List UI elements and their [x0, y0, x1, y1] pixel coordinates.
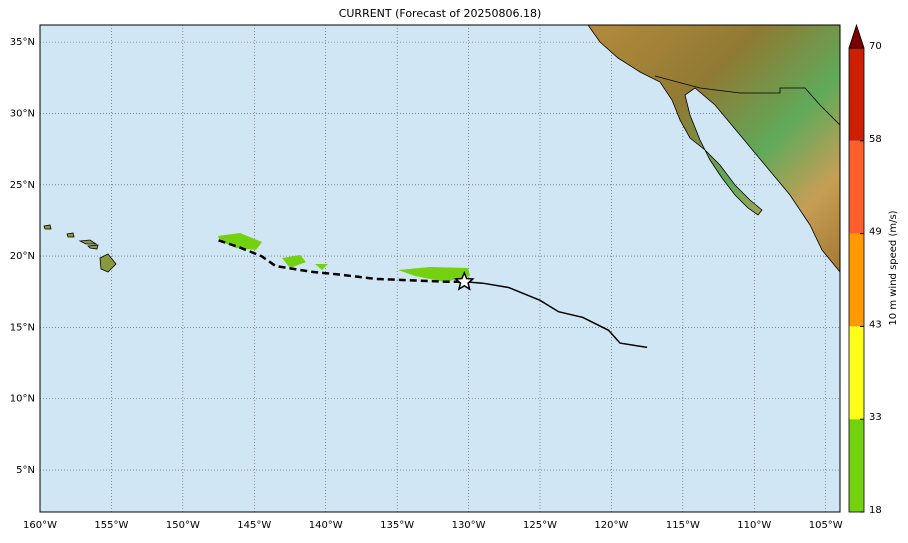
x-tick-label: 150°W [166, 520, 200, 531]
forecast-track [464, 281, 648, 349]
colorbar-frame [848, 47, 865, 513]
x-tick-label: 135°W [380, 520, 414, 531]
colorbar-segment [849, 48, 864, 141]
past-track [218, 239, 465, 284]
x-tick-label: 155°W [94, 520, 128, 531]
x-tick-label: 125°W [523, 520, 557, 531]
colorbar-tick-label: 49 [869, 227, 882, 238]
x-tick-label: 140°W [309, 520, 343, 531]
current-position [453, 270, 475, 291]
colorbar-tick-label: 18 [869, 505, 882, 516]
x-tick-label: 105°W [809, 520, 843, 531]
y-tick-label: 5°N [16, 465, 35, 476]
x-tick-label: 160°W [23, 520, 57, 531]
colorbar-extend [848, 23, 865, 49]
y-tick-label: 15°N [10, 322, 35, 333]
land-north-america [587, 25, 840, 273]
y-tick-label: 25°N [10, 180, 35, 191]
wind-swath [218, 233, 470, 282]
x-tick-label: 115°W [666, 520, 700, 531]
colorbar-segment [849, 419, 864, 512]
y-tick-label: 30°N [10, 108, 35, 119]
colorbar-segment [849, 233, 864, 327]
x-tick-label: 110°W [737, 520, 771, 531]
x-tick-label: 120°W [594, 520, 628, 531]
map-title: CURRENT (Forecast of 20250806.18) [339, 7, 542, 20]
colorbar-tick-label: 33 [869, 412, 882, 423]
map-frame [39, 24, 841, 513]
colorbar-label: 10 m wind speed (m/s) [888, 210, 899, 325]
colorbar-segment [849, 326, 864, 420]
y-tick-label: 20°N [10, 251, 35, 262]
x-tick-label: 130°W [452, 520, 486, 531]
colorbar-tick-label: 43 [869, 319, 882, 330]
border [654, 75, 840, 126]
y-tick-label: 35°N [10, 37, 35, 48]
x-tick-label: 145°W [237, 520, 271, 531]
hawaii [43, 224, 117, 273]
colorbar-tick-label: 58 [869, 134, 882, 145]
y-tick-label: 10°N [10, 394, 35, 405]
colorbar-segment [849, 140, 864, 234]
colorbar-tick-label: 70 [869, 41, 882, 52]
